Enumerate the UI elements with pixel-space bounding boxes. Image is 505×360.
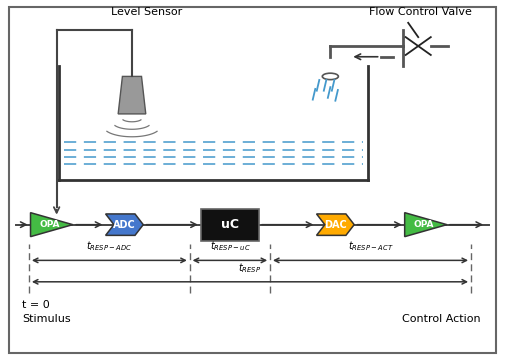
Text: $t_{RESP}$: $t_{RESP}$ [238,261,262,275]
Polygon shape [30,213,73,237]
FancyBboxPatch shape [201,208,259,241]
Polygon shape [317,214,354,235]
Text: Stimulus: Stimulus [23,314,71,324]
Polygon shape [106,214,143,235]
Text: ADC: ADC [113,220,136,230]
FancyBboxPatch shape [9,7,496,353]
Text: OPA: OPA [39,220,60,229]
Text: Level Sensor: Level Sensor [112,8,183,18]
Polygon shape [405,213,447,237]
Polygon shape [118,76,146,114]
Text: uC: uC [221,218,239,231]
Text: Control Action: Control Action [402,314,481,324]
Text: t = 0: t = 0 [23,300,50,310]
Text: OPA: OPA [414,220,434,229]
Text: $t_{RESP-ADC}$: $t_{RESP-ADC}$ [86,239,132,253]
Text: Flow Control Valve: Flow Control Valve [369,8,472,18]
Text: $t_{RESP-uC}$: $t_{RESP-uC}$ [210,239,250,253]
Text: $t_{RESP-ACT}$: $t_{RESP-ACT}$ [347,239,393,253]
Text: DAC: DAC [324,220,347,230]
